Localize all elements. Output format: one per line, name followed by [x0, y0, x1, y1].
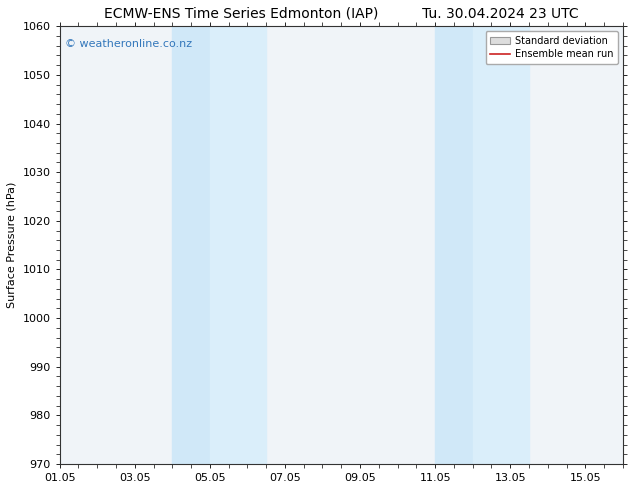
- Bar: [210, 26, 266, 464]
- Y-axis label: Surface Pressure (hPa): Surface Pressure (hPa): [7, 182, 17, 308]
- Title: ECMW-ENS Time Series Edmonton (IAP)          Tu. 30.04.2024 23 UTC: ECMW-ENS Time Series Edmonton (IAP) Tu. …: [104, 7, 579, 21]
- Bar: [435, 26, 473, 464]
- Text: © weatheronline.co.nz: © weatheronline.co.nz: [65, 39, 192, 49]
- Legend: Standard deviation, Ensemble mean run: Standard deviation, Ensemble mean run: [486, 31, 618, 64]
- Bar: [473, 26, 529, 464]
- Bar: [172, 26, 210, 464]
